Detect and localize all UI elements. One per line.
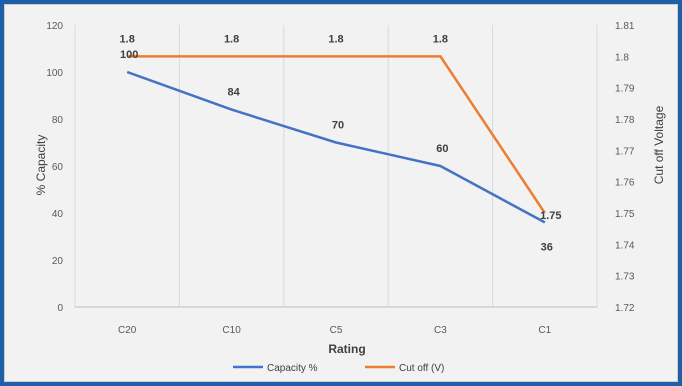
line-chart: C20 C10 C5 C3 C10204060801001201.721.731.741…: [34, 21, 666, 374]
y2-tick-label: 1.76: [615, 178, 635, 189]
y-tick-label: 0: [57, 303, 63, 314]
data-label-capacity: 84: [227, 87, 240, 99]
y2-tick-label: 1.77: [615, 146, 635, 157]
y2-tick-label: 1.73: [615, 272, 635, 283]
y2-tick-label: 1.79: [615, 84, 635, 95]
chart-frame: C20 C10 C5 C3 C1 0 20 40 60 80 100 120 1.72 1.73 1.74 1…: [4, 4, 678, 382]
data-label-cutoff: 1.8: [120, 33, 135, 45]
data-label-cutoff: 1.75: [540, 210, 561, 222]
y2-tick-label: 1.8: [615, 52, 629, 63]
x-tick-label: C1: [538, 325, 551, 336]
y2-tick-label: 1.75: [615, 209, 635, 220]
data-label-capacity: 36: [541, 241, 553, 253]
data-label-capacity: 70: [332, 120, 344, 132]
y-tick-label: 80: [52, 115, 64, 126]
legend: Capacity % Cut off (V): [233, 363, 444, 374]
series-line-capacity: [126, 70, 546, 224]
data-label-cutoff: 1.8: [328, 33, 343, 45]
data-label-capacity: 60: [436, 143, 448, 155]
y2-tick-label: 1.72: [615, 303, 635, 314]
series-lines: [126, 55, 546, 224]
x-tick-label: C10: [222, 325, 241, 336]
y-tick-label: 40: [52, 209, 64, 220]
y2-axis-title: Cut off Voltage: [652, 105, 666, 184]
data-labels: 100 84 70 60 36 1.8 1.8 1.8 1.8 1.75: [120, 33, 562, 253]
y-tick-label: 100: [46, 68, 63, 79]
y-tick-label: 120: [46, 21, 63, 32]
legend-label-capacity: Capacity %: [267, 363, 318, 374]
axes: C20 C10 C5 C3 C10204060801001201.721.731.741…: [46, 21, 635, 336]
x-tick-label: C20: [118, 325, 137, 336]
data-label-cutoff: 1.8: [224, 33, 239, 45]
x-tick-label: C5: [330, 325, 343, 336]
y-tick-label: 20: [52, 256, 64, 267]
data-label-capacity: 100: [120, 49, 138, 61]
gridlines: [74, 25, 598, 307]
y2-tick-label: 1.81: [615, 21, 635, 32]
y-axis-title: % Capacity: [34, 135, 48, 196]
x-tick-label: C3: [434, 325, 447, 336]
data-label-cutoff: 1.8: [433, 33, 448, 45]
y-tick-label: 60: [52, 162, 64, 173]
legend-label-cutoff: Cut off (V): [399, 363, 444, 374]
series-line-cutoff: [127, 55, 546, 214]
y2-tick-label: 1.74: [615, 240, 635, 251]
x-axis-title: Rating: [328, 342, 365, 356]
y2-tick-label: 1.78: [615, 115, 635, 126]
